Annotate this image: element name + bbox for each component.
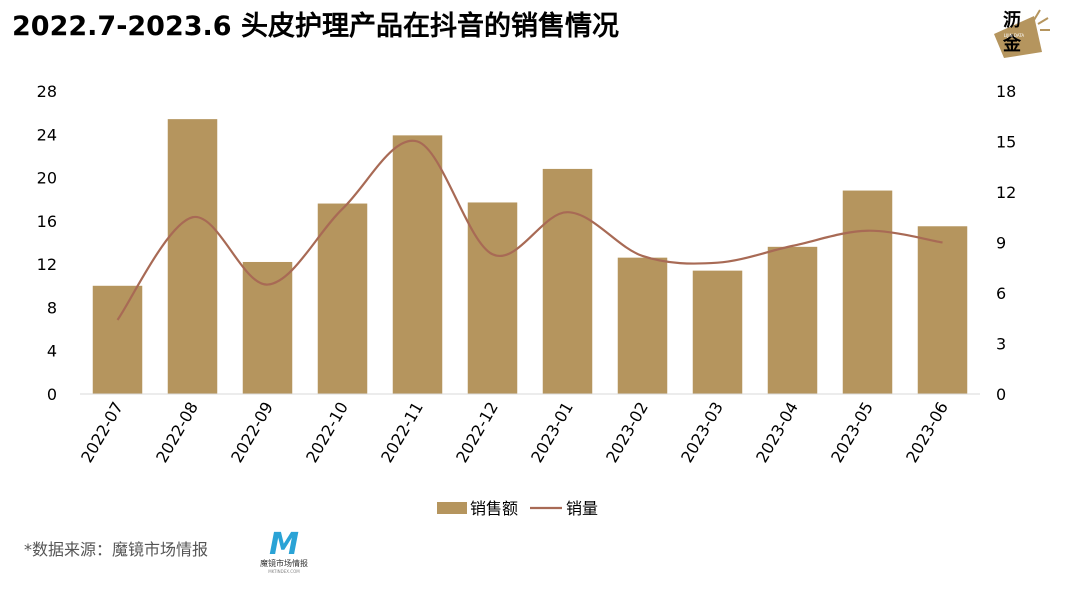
y-right-tick-label: 3: [996, 335, 1006, 354]
y-left-tick-label: 0: [47, 385, 57, 404]
y-right-tick-label: 12: [996, 183, 1016, 202]
bar-2022-11: [392, 135, 443, 394]
data-source: *数据来源：魔镜市场情报: [24, 540, 209, 559]
x-tick-label: 2023-02: [602, 399, 652, 466]
y-left-tick-label: 4: [47, 342, 57, 361]
line-series-sales-volume: [116, 139, 943, 321]
mktindex-logo: M 魔镜市场情报 MKTINDEX.COM: [260, 527, 308, 574]
page-title: 2022.7-2023.6 头皮护理产品在抖音的销售情况: [12, 11, 619, 42]
y-left-tick-label: 12: [37, 255, 57, 274]
brand-logo-char-1: 沥: [1003, 10, 1021, 31]
y-right-tick-label: 15: [996, 133, 1016, 152]
bar-2023-05: [842, 190, 893, 394]
bar-2022-08: [167, 119, 218, 394]
brand-logo-badge: [994, 16, 1042, 58]
x-tick-label: 2022-10: [302, 399, 352, 466]
x-tick-label: 2022-07: [77, 399, 127, 466]
mktindex-logo-mark: M: [269, 527, 299, 562]
x-tick-label: 2023-04: [752, 399, 802, 466]
x-tick-label: 2023-01: [527, 399, 577, 466]
x-tick-label: 2022-08: [152, 399, 202, 466]
brand-logo-char-2: 金: [1002, 33, 1022, 55]
y-left-tick-label: 24: [37, 125, 57, 144]
x-tick-label: 2022-09: [227, 399, 277, 466]
bar-2023-03: [692, 270, 743, 394]
y-right-tick-label: 6: [996, 284, 1006, 303]
brand-logo: 沥 金 LIJIN DATA: [994, 9, 1050, 58]
legend-swatch-sales-amount: [437, 502, 467, 514]
mktindex-logo-caption: 魔镜市场情报: [260, 558, 308, 568]
bar-2022-07: [92, 285, 143, 394]
bar-2022-12: [467, 202, 518, 394]
bar-2022-09: [242, 261, 293, 394]
y-right-tick-label: 0: [996, 385, 1006, 404]
y-right-tick-label: 18: [996, 82, 1016, 101]
bar-2023-02: [617, 257, 668, 394]
y-right-tick-label: 9: [996, 234, 1006, 253]
y-left-tick-label: 16: [37, 212, 57, 231]
bar-2023-06: [917, 226, 968, 394]
bar-2023-04: [767, 246, 818, 394]
bar-2022-10: [317, 203, 368, 394]
y-left-tick-label: 20: [37, 169, 57, 188]
brand-logo-tagline: LIJIN DATA: [1004, 33, 1025, 38]
y-left-tick-label: 8: [47, 298, 57, 317]
bar-2023-01: [542, 168, 593, 394]
y-left-tick-label: 28: [37, 82, 57, 101]
legend-label-sales-amount: 销售额: [470, 499, 518, 518]
legend-label-sales-volume: 销量: [566, 499, 598, 518]
x-tick-label: 2022-11: [377, 399, 427, 466]
mktindex-logo-sub: MKTINDEX.COM: [268, 569, 300, 574]
x-tick-label: 2023-06: [902, 399, 952, 466]
x-tick-label: 2023-03: [677, 399, 727, 466]
x-tick-label: 2023-05: [827, 399, 877, 466]
x-tick-label: 2022-12: [452, 399, 502, 466]
